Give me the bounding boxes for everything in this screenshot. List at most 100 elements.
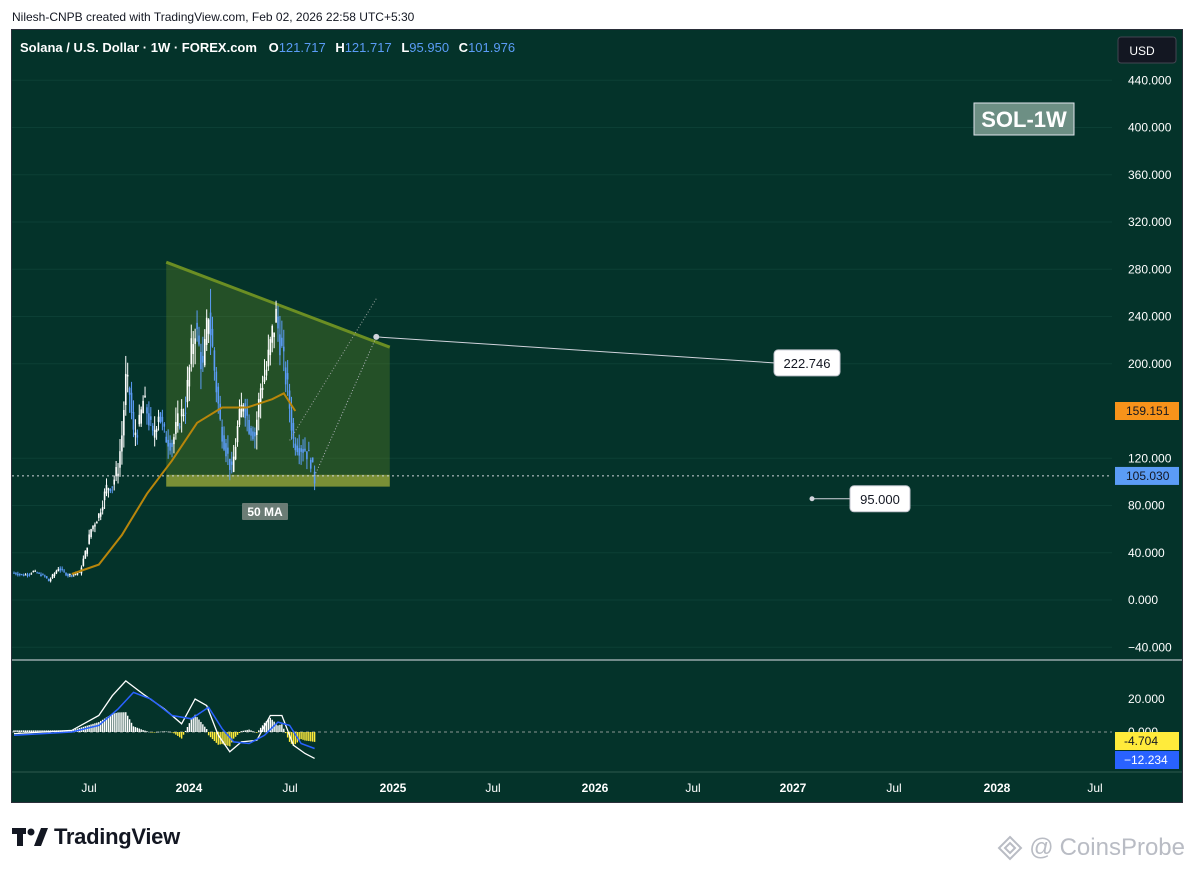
- macd-hist-bar: [167, 731, 169, 733]
- candle: [144, 386, 146, 398]
- target-projection-line[interactable]: [314, 336, 377, 477]
- candle: [142, 395, 144, 414]
- candle: [180, 399, 183, 433]
- macd-hist-bar: [179, 732, 181, 738]
- macd-hist-bar: [107, 716, 110, 732]
- candle: [304, 437, 306, 452]
- macd-hist-bar: [13, 730, 15, 732]
- macd-hist-bar: [277, 725, 279, 732]
- candle: [57, 566, 60, 572]
- macd-hist-bar: [204, 726, 206, 732]
- candle: [200, 343, 202, 390]
- candle: [124, 355, 127, 416]
- macd-hist-bar: [94, 723, 96, 732]
- svg-text:159.151: 159.151: [1126, 404, 1170, 418]
- candle: [232, 444, 235, 473]
- legend: Solana / U.S. Dollar · 1W · FOREX.com O1…: [20, 40, 515, 55]
- macd-hist-bar: [159, 731, 162, 733]
- candle: [203, 329, 206, 368]
- macd-hist-bar: [105, 717, 108, 732]
- macd-hist-bar: [69, 730, 71, 732]
- macd-hist-bar: [190, 719, 192, 732]
- candle: [256, 411, 258, 450]
- candle: [159, 412, 162, 424]
- candle: [36, 571, 38, 574]
- candle: [171, 439, 173, 458]
- candle: [34, 569, 36, 572]
- macd-histogram: [13, 712, 316, 747]
- candle: [213, 347, 216, 381]
- macd-hist-bar: [256, 732, 258, 733]
- candle: [148, 401, 150, 431]
- price-axis-tick: 240.000: [1128, 310, 1172, 324]
- tradingview-brand[interactable]: TradingView: [12, 824, 180, 850]
- macd-hist-bar: [150, 732, 152, 733]
- macd-hist-bar: [265, 721, 268, 732]
- chart-svg[interactable]: 222.746 95.000 50 MA SOL-1W Solana / U.S.…: [12, 30, 1183, 803]
- macd-hist-bar: [180, 732, 183, 739]
- macd-hist-bar: [146, 731, 148, 732]
- macd-hist-bar: [144, 730, 146, 732]
- triangle-upper-line[interactable]: [165, 260, 391, 349]
- ma-label: 50 MA: [247, 505, 283, 519]
- macd-hist-bar: [290, 732, 293, 744]
- candle: [167, 429, 169, 459]
- candle: [94, 522, 96, 533]
- candle: [250, 425, 252, 441]
- macd-hist-bar: [163, 731, 166, 732]
- macd-hist-bar: [119, 712, 121, 732]
- candle: [109, 488, 112, 494]
- candle: [103, 488, 106, 509]
- candle: [221, 419, 223, 449]
- macd-hist-bar: [250, 730, 252, 732]
- candle: [134, 419, 137, 447]
- candle: [130, 381, 133, 420]
- candle: [265, 361, 268, 381]
- candle: [150, 407, 152, 427]
- candle: [292, 417, 295, 448]
- candle: [55, 569, 58, 575]
- price-axis-tick: 200.000: [1128, 357, 1172, 371]
- macd-hist-bar: [117, 712, 119, 732]
- candle: [72, 573, 75, 577]
- support-callout[interactable]: [849, 485, 911, 513]
- candle: [132, 400, 135, 438]
- candle: [223, 426, 225, 452]
- macd-hist-bar: [136, 727, 139, 732]
- currency-button[interactable]: USD: [1117, 36, 1177, 64]
- macd-hist-bar: [232, 732, 235, 739]
- macd-hist-bar: [213, 732, 216, 741]
- candle: [18, 573, 21, 577]
- coinsprobe-logo-icon: [997, 835, 1023, 861]
- candle: [234, 438, 237, 461]
- candle: [178, 422, 181, 430]
- candle: [32, 570, 35, 573]
- macd-hist-bar: [225, 732, 227, 746]
- candle: [17, 571, 19, 577]
- price-axis-tick: 360.000: [1128, 168, 1172, 182]
- macd-hist-bar: [285, 732, 287, 734]
- legend-close-value: 101.976: [468, 40, 515, 55]
- macd-hist-bar: [267, 719, 270, 732]
- candle: [207, 318, 210, 344]
- macd-hist-bar: [286, 732, 289, 738]
- candle: [121, 421, 123, 465]
- macd-hist-bar: [281, 724, 283, 732]
- svg-text:105.030: 105.030: [1126, 469, 1170, 483]
- macd-hist-bar: [200, 721, 202, 732]
- candle: [13, 571, 15, 574]
- symbol-badge: SOL-1W: [973, 102, 1075, 136]
- candle: [209, 288, 212, 356]
- macd-hist-bar: [140, 729, 142, 732]
- macd-hist-bar: [313, 732, 316, 742]
- candle: [282, 329, 285, 372]
- chart-frame[interactable]: 222.746 95.000 50 MA SOL-1W Solana / U.S.…: [11, 29, 1183, 803]
- time-axis-tick: Jul: [886, 781, 901, 795]
- macd-hist-bar: [202, 724, 204, 732]
- candle: [202, 336, 204, 372]
- macd-hist-bar: [44, 730, 46, 732]
- candle: [113, 475, 116, 491]
- macd-hist-bar: [207, 732, 210, 736]
- target-callout[interactable]: [773, 349, 841, 377]
- candle: [240, 392, 243, 418]
